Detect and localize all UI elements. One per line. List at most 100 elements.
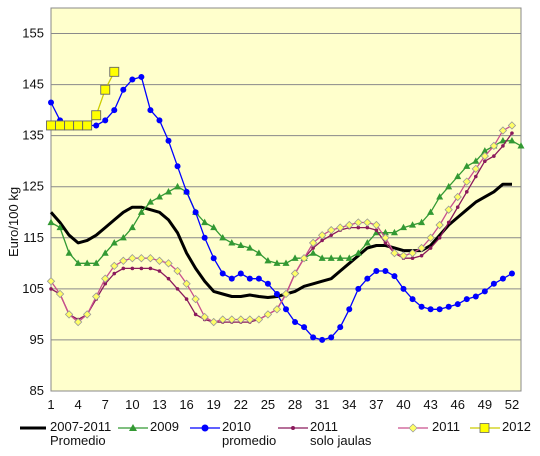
data-point xyxy=(299,254,309,263)
data-point xyxy=(155,193,163,200)
data-point xyxy=(272,305,282,314)
data-point xyxy=(146,254,155,263)
data-point xyxy=(64,120,75,131)
data-point xyxy=(219,234,227,241)
data-point xyxy=(264,256,272,264)
y-tick-label: 125 xyxy=(22,179,44,194)
data-point xyxy=(471,164,480,174)
data-point xyxy=(318,254,326,261)
data-point xyxy=(310,334,317,341)
data-point xyxy=(73,317,83,327)
legend-label-promedio: 2007-2011 Promedio xyxy=(50,419,112,448)
x-tick-label: 34 xyxy=(342,397,356,412)
data-point xyxy=(480,151,490,161)
legend-diamond-icon xyxy=(398,423,428,433)
data-point xyxy=(112,271,117,276)
data-point xyxy=(472,157,480,164)
data-point xyxy=(283,306,289,313)
data-point xyxy=(410,256,415,261)
series-2 xyxy=(48,73,515,343)
data-point xyxy=(391,273,398,280)
y-axis-ticks: 85 95 105 115 125 135 145 155 xyxy=(22,26,44,398)
data-point xyxy=(390,228,398,236)
series-0 xyxy=(49,182,512,299)
data-point xyxy=(390,248,399,258)
data-point xyxy=(499,136,507,144)
data-point xyxy=(327,254,335,261)
data-point xyxy=(201,218,209,226)
data-point xyxy=(109,66,120,77)
legend-square-icon xyxy=(470,423,500,433)
data-point xyxy=(354,218,363,227)
data-point xyxy=(121,266,126,271)
data-point xyxy=(93,122,100,129)
data-point xyxy=(489,141,499,151)
y-tick-label: 105 xyxy=(22,281,44,296)
x-tick-label: 49 xyxy=(478,397,492,412)
data-point xyxy=(92,259,100,266)
data-point xyxy=(365,225,370,230)
data-point xyxy=(345,254,353,261)
x-tick-label: 1 xyxy=(47,397,54,412)
data-point xyxy=(419,253,424,258)
price-chart: 85 95 105 115 125 135 145 155 1 4 7 10 13 16 19 22 25 28… xyxy=(6,7,525,412)
data-point xyxy=(382,267,389,274)
data-point xyxy=(309,249,317,256)
series-5 xyxy=(46,66,120,131)
data-point xyxy=(517,142,525,149)
series-line xyxy=(50,124,513,323)
data-point xyxy=(329,233,333,238)
data-point xyxy=(200,312,209,322)
data-point xyxy=(254,315,264,324)
data-point xyxy=(182,279,191,288)
x-tick-label: 40 xyxy=(396,397,410,412)
data-point xyxy=(165,188,172,195)
y-tick-label: 135 xyxy=(22,128,44,143)
data-point xyxy=(148,266,153,271)
data-point xyxy=(400,223,407,231)
data-point xyxy=(346,306,353,313)
data-point xyxy=(192,209,199,216)
data-point xyxy=(363,218,372,227)
data-point xyxy=(110,261,119,271)
data-point xyxy=(409,296,416,303)
data-point xyxy=(481,288,488,295)
data-point xyxy=(290,269,300,278)
y-tick-label: 145 xyxy=(22,77,44,92)
data-point xyxy=(130,266,135,271)
data-point xyxy=(372,220,381,230)
series-4 xyxy=(46,121,517,327)
data-point xyxy=(445,303,452,310)
data-point xyxy=(193,312,198,317)
data-point xyxy=(246,275,253,282)
data-point xyxy=(383,241,388,245)
data-point xyxy=(74,259,82,266)
data-point xyxy=(364,275,371,282)
data-point xyxy=(436,193,444,200)
data-point xyxy=(128,223,136,231)
data-point xyxy=(156,117,163,124)
legend-triangle-icon xyxy=(118,424,148,431)
data-point xyxy=(119,256,128,265)
data-point xyxy=(317,231,327,240)
data-point xyxy=(46,120,56,131)
grid-lines xyxy=(51,33,521,392)
data-point xyxy=(55,120,65,131)
data-point xyxy=(408,248,417,258)
data-point xyxy=(237,270,244,277)
data-point xyxy=(245,315,255,324)
y-tick-label: 95 xyxy=(30,332,44,347)
data-point xyxy=(146,198,154,205)
data-point xyxy=(65,249,73,256)
series-layer xyxy=(46,66,525,343)
data-point xyxy=(227,315,236,324)
data-point xyxy=(264,280,271,287)
data-point xyxy=(281,289,291,299)
data-point xyxy=(444,205,453,214)
data-point xyxy=(101,274,110,283)
data-point xyxy=(128,254,137,263)
data-point xyxy=(472,293,479,300)
data-point xyxy=(155,256,164,265)
data-point xyxy=(474,174,478,179)
x-tick-label: 4 xyxy=(74,397,81,412)
